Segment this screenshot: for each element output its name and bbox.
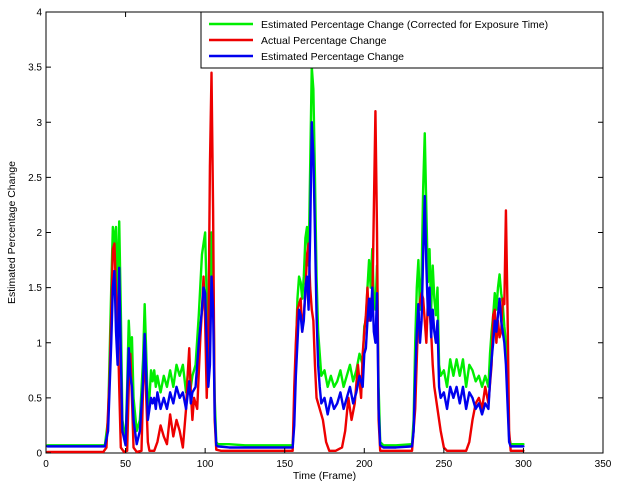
legend-entries: Estimated Percentage Change (Corrected f… (209, 19, 548, 63)
series-layer (46, 65, 525, 454)
legend-box (200, 11, 604, 69)
x-tick-label: 300 (515, 459, 532, 470)
y-tick-label: 0 (36, 449, 42, 460)
x-tick-label: 0 (43, 459, 49, 470)
y-tick-label: 1.5 (28, 283, 42, 294)
y-tick-label: 2 (36, 228, 42, 239)
x-tick-label: 150 (276, 459, 293, 470)
y-tick-label: 4 (36, 8, 42, 19)
y-tick-label: 3 (36, 118, 42, 129)
y-axis-label: Estimated Percentage Change (6, 161, 18, 304)
y-tick-label: 0.5 (28, 393, 42, 404)
x-tick-label: 50 (120, 459, 132, 470)
legend-label-2: Actual Percentage Change (261, 35, 387, 47)
y-tick-label: 1 (36, 338, 42, 349)
plot-area-frame (45, 11, 604, 454)
legend-label-1: Estimated Percentage Change (Corrected f… (261, 19, 548, 31)
y-tick-label: 2.5 (28, 173, 42, 184)
axis-layer: 0 50 100 150 200 250 300 350 0 0.5 1 1.5 2 2.5 3 3.5 4 (28, 8, 612, 471)
x-axis-label: Time (Frame) (293, 470, 356, 481)
y-tick-label: 3.5 (28, 63, 42, 74)
legend: Estimated Percentage Change (Corrected f… (200, 11, 604, 69)
x-tick-label: 350 (595, 459, 612, 470)
legend-label-3: Estimated Percentage Change (261, 51, 404, 63)
series-line-3 (46, 121, 525, 449)
x-tick-label: 100 (197, 459, 214, 470)
x-tick-label: 250 (436, 459, 453, 470)
x-tick-label: 200 (356, 459, 373, 470)
